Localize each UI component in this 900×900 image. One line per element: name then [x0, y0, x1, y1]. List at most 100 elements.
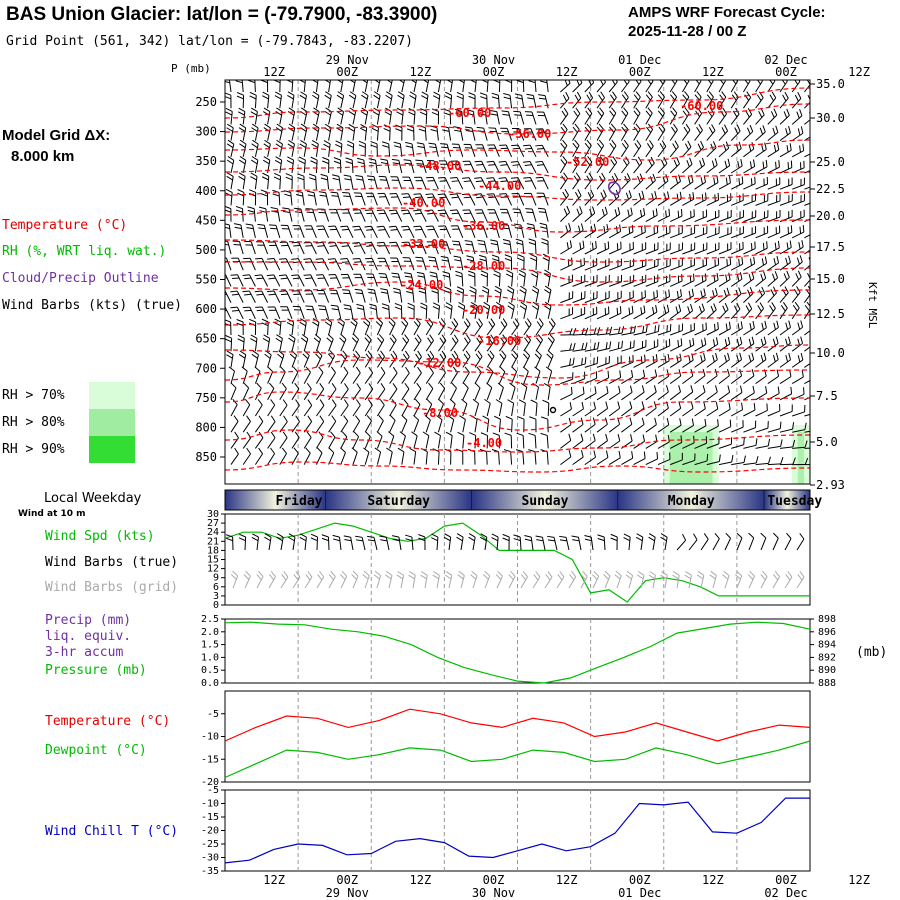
wind-barb — [694, 375, 706, 384]
wind-barb — [261, 274, 269, 287]
wind-barb-flag — [402, 317, 409, 324]
wind-barb-flag — [292, 277, 300, 280]
wind-barb — [335, 209, 342, 222]
wind-barb-flag — [782, 94, 787, 102]
wind-barb-flag — [299, 94, 307, 100]
wind-barb-flag — [536, 147, 544, 150]
wind-barb-flag — [762, 242, 765, 250]
wind-barb-flag — [701, 303, 705, 311]
contour-label: -16.00 — [478, 334, 521, 348]
wind-barb-flag — [429, 350, 435, 358]
wind-barb-flag — [696, 126, 701, 134]
wind-barb-flag — [721, 91, 727, 98]
wind-barb-flag — [660, 574, 667, 580]
weekday-band-segment — [618, 490, 765, 510]
wind-barb-flag — [420, 111, 427, 116]
wind-barb-flag — [341, 228, 349, 231]
wind-barb — [767, 375, 779, 385]
wind-barb-flag — [506, 269, 513, 274]
wind-barb — [694, 460, 708, 466]
wind-barb-flag — [792, 304, 798, 312]
wind-barb — [547, 273, 551, 287]
wind-barb-flag — [572, 357, 575, 365]
wind-barb — [718, 391, 730, 401]
wind-barb-flag — [611, 175, 616, 183]
wind-barb-flag — [776, 142, 780, 150]
wind-barb-flag — [591, 80, 595, 83]
label-pressure: Pressure (mb) — [45, 663, 147, 678]
wind-barb-flag — [514, 227, 522, 230]
wind-barb-flag — [405, 287, 413, 291]
wind-barb-flag — [738, 141, 742, 149]
wind-barb-flag — [544, 305, 551, 311]
wind-barb-flag — [303, 274, 311, 276]
wind-barb-flag — [753, 256, 756, 264]
wind-barb — [584, 82, 595, 93]
wind-barb-flag — [628, 190, 632, 198]
wind-barb — [544, 95, 549, 109]
wind-barb-flag — [697, 571, 705, 576]
wind-barb-flag — [736, 532, 743, 539]
wind-barb-flag — [414, 398, 421, 405]
wind-barb-flag — [643, 451, 646, 459]
wind-barb-flag — [441, 259, 449, 262]
wind-barb-flag — [520, 301, 527, 307]
wind-barb — [791, 132, 804, 142]
wind-barb-flag — [476, 164, 484, 166]
wind-barb — [511, 387, 516, 400]
wind-barb — [510, 451, 513, 465]
wind-barb-flag — [660, 533, 668, 538]
wind-barb — [389, 127, 391, 141]
wind-barb-flag — [495, 301, 503, 307]
wind-barb-flag — [662, 176, 666, 184]
wind-barb-flag — [256, 382, 262, 389]
wind-barb-flag — [409, 571, 416, 576]
wind-barb-flag — [757, 305, 762, 312]
wind-barb-flag — [388, 321, 395, 327]
wind-barb-flag — [250, 338, 257, 343]
wind-barb-flag — [426, 398, 433, 405]
wind-barb — [262, 241, 269, 255]
wind-barb-flag — [607, 241, 610, 249]
wind-barb-flag — [811, 355, 813, 362]
wind-barb — [268, 576, 276, 589]
wind-barb-flag — [475, 196, 484, 199]
wind-barb-flag — [635, 91, 641, 98]
wind-barb-flag — [768, 456, 771, 464]
wind-barb — [474, 80, 477, 93]
wind-barb-flag — [445, 571, 453, 576]
wind-barb-flag — [449, 193, 457, 196]
wind-barb-flag — [784, 286, 789, 293]
wind-barb-flag — [235, 205, 243, 210]
wind-barb-flag — [584, 535, 592, 538]
wind-barb-flag — [493, 415, 501, 420]
wind-barb-flag — [621, 142, 627, 150]
wind-barb — [718, 343, 731, 352]
wind-barb-flag — [535, 571, 541, 578]
wind-barb-flag — [321, 537, 329, 542]
pressure-tick-label: 550 — [195, 273, 217, 287]
contour-label: -48.00 — [418, 159, 461, 173]
wind-barb-flag — [745, 305, 750, 312]
wind-barb-flag — [708, 91, 714, 98]
wind-barb — [670, 249, 683, 255]
wind-barb-flag — [413, 193, 421, 195]
wind-barb-flag — [560, 126, 566, 133]
wind-barb — [328, 388, 337, 401]
wind-barb — [779, 277, 790, 287]
wind-barb — [238, 241, 244, 255]
wind-barb-flag — [318, 305, 326, 307]
wind-barb-flag — [727, 158, 731, 166]
wind-barb — [493, 193, 500, 206]
wind-barb-flag — [258, 447, 264, 455]
wind-barb-flag — [313, 337, 320, 343]
wind-barb — [401, 388, 410, 401]
wind-barb — [718, 165, 730, 174]
wind-barb — [419, 193, 427, 206]
wind-barb — [474, 356, 483, 368]
wind-barb-flag — [640, 356, 643, 364]
wind-barb — [268, 537, 272, 551]
wind-barb-flag — [772, 127, 776, 135]
wind-barb-flag — [780, 439, 783, 447]
